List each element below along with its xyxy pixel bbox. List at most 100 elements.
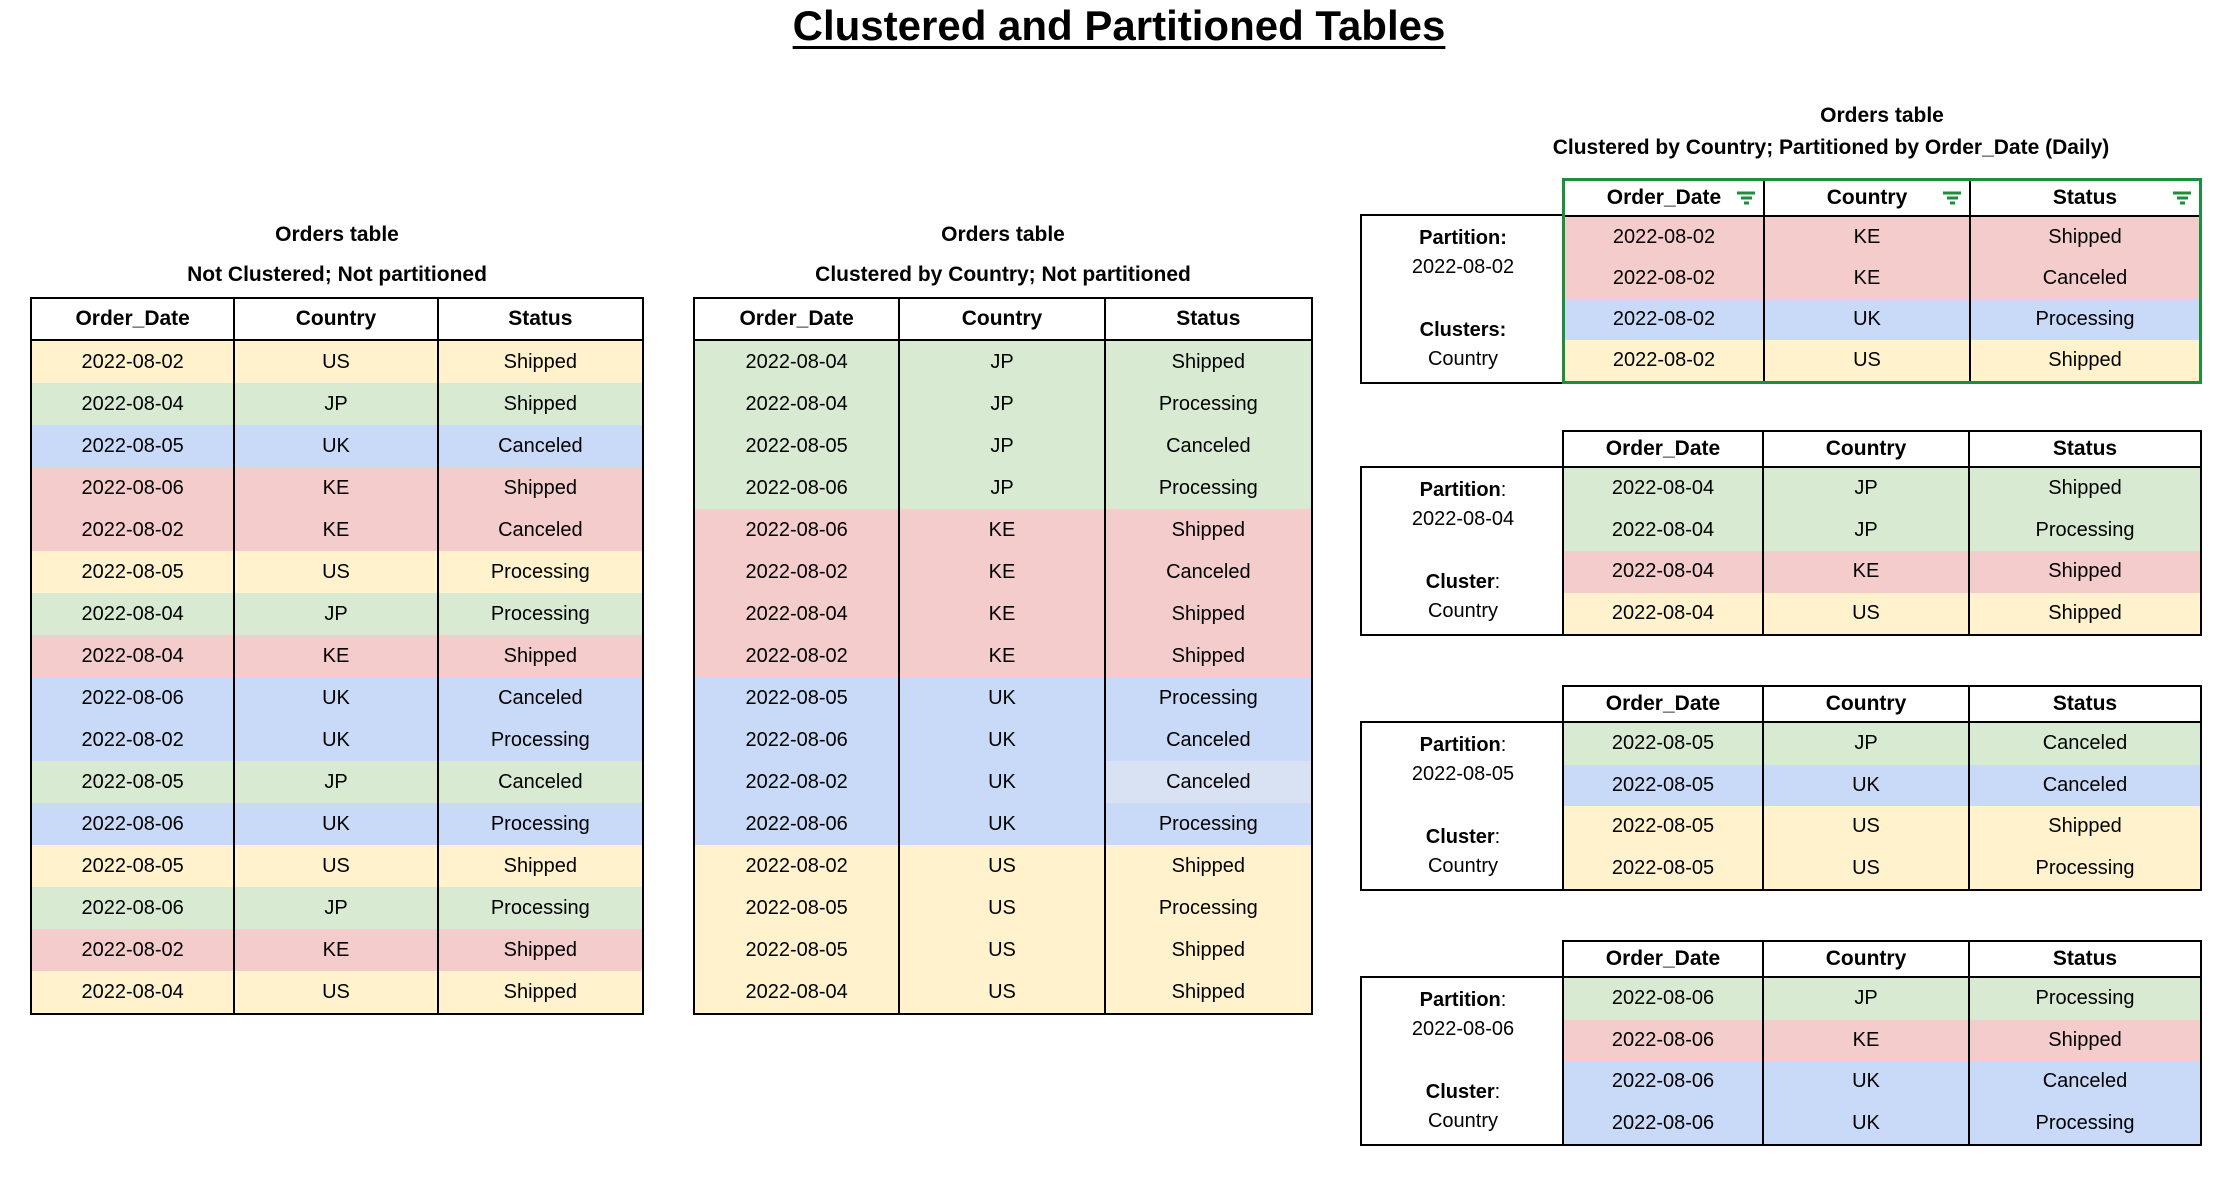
column-header-country: Country [1764, 432, 1970, 466]
table-cell: Processing [438, 803, 642, 845]
table-cell: Canceled [438, 761, 642, 803]
column-header-order-date: Order_Date [695, 299, 901, 339]
cluster-label: Clusters: [1419, 319, 1507, 341]
table-cell: Shipped [1105, 845, 1311, 887]
column-header-country: Country [1764, 687, 1970, 721]
table-cell: Shipped [1105, 971, 1311, 1013]
partition-label: Partition: [1419, 227, 1507, 249]
table-cell: Processing [1971, 299, 2199, 340]
table-cell: Shipped [438, 929, 642, 971]
table-cell: Shipped [438, 467, 642, 509]
table-cell: Processing [1970, 509, 2200, 551]
partition-label-group: Partition: 2022-08-05 [1362, 731, 1564, 789]
table-row: 2022-08-04 JP Shipped [1564, 468, 2200, 510]
table-cell: Shipped [1105, 593, 1311, 635]
table-cell: UK [1765, 299, 1971, 340]
table-cell: Processing [1970, 1102, 2200, 1144]
table-cell: 2022-08-04 [695, 341, 901, 383]
column-header-status: Status [1971, 181, 2199, 215]
table-cell: KE [900, 635, 1106, 677]
table-cell: 2022-08-02 [32, 509, 236, 551]
table-cell: US [1764, 592, 1970, 634]
table-cell: 2022-08-02 [695, 635, 901, 677]
table-cell: KE [900, 593, 1106, 635]
column-header-order-date: Order_Date [1564, 432, 1764, 466]
table-cell: JP [1764, 723, 1970, 765]
table-cell: JP [235, 593, 439, 635]
table-cell: 2022-08-04 [695, 593, 901, 635]
cluster-value: Country [1427, 348, 1499, 370]
table-cell: JP [900, 467, 1106, 509]
table-row: 2022-08-05 US Shipped [32, 845, 642, 887]
filter-icon[interactable] [1736, 191, 1756, 206]
table-cell: 2022-08-06 [32, 887, 236, 929]
table-cell: KE [235, 509, 439, 551]
table-cell: 2022-08-06 [695, 719, 901, 761]
table-cell: 2022-08-06 [32, 467, 236, 509]
table-cell: UK [1764, 764, 1970, 806]
table-row: 2022-08-06 UK Processing [695, 803, 1311, 845]
table-cell: Canceled [1971, 258, 2199, 299]
table-cell: UK [235, 425, 439, 467]
cluster-label-group: Clusters: Country [1362, 316, 1564, 374]
table-cell: Canceled [1970, 1061, 2200, 1103]
cluster-value: Country [1427, 600, 1499, 622]
table-body: 2022-08-02 KE Shipped 2022-08-02 KE Canceled 2… [1565, 217, 2199, 381]
filter-icon[interactable] [2172, 191, 2192, 206]
table-cell: UK [900, 761, 1106, 803]
table-row: 2022-08-06 UK Canceled [32, 677, 642, 719]
table-cell: Canceled [1105, 551, 1311, 593]
table-cell: 2022-08-05 [1564, 764, 1764, 806]
table-row: 2022-08-02 US Shipped [32, 341, 642, 383]
table-cell: KE [900, 551, 1106, 593]
column-header-status: Status [508, 307, 573, 330]
table-cell: Shipped [1105, 341, 1311, 383]
table-cell: Shipped [438, 845, 642, 887]
table-cell: US [900, 887, 1106, 929]
filter-icon[interactable] [1942, 191, 1962, 206]
table-cell: Shipped [438, 383, 642, 425]
table-cell: Processing [1105, 677, 1311, 719]
table-cell: Shipped [438, 341, 642, 383]
table-cell: 2022-08-06 [695, 803, 901, 845]
partition-block-2022-08-06: Partition: 2022-08-06 Cluster: Country O… [1360, 940, 2222, 1146]
table-row: 2022-08-06 KE Shipped [695, 509, 1311, 551]
table-cell: 2022-08-02 [32, 341, 236, 383]
table-row: 2022-08-02 KE Shipped [32, 929, 642, 971]
column-header-country: Country [1765, 181, 1971, 215]
column-header-status: Status [2052, 437, 2118, 460]
table-cell: 2022-08-02 [695, 761, 901, 803]
table-cell: 2022-08-06 [32, 803, 236, 845]
partition-label: Partition: [1419, 479, 1507, 501]
table-cell: US [900, 971, 1106, 1013]
partition-label-box: Partition: 2022-08-04 Cluster: Country [1360, 466, 1564, 636]
table-title: Orders table [275, 223, 399, 246]
table-cell: 2022-08-02 [1565, 340, 1765, 381]
table-row: 2022-08-06 JP Processing [32, 887, 642, 929]
table-cell: Processing [438, 719, 642, 761]
table-cell: Shipped [1970, 592, 2200, 634]
table-row: 2022-08-05 US Processing [695, 887, 1311, 929]
table-row: 2022-08-06 UK Processing [1564, 1102, 2200, 1144]
table-cell: Processing [438, 593, 642, 635]
table-cell: UK [900, 677, 1106, 719]
table-cell: JP [900, 341, 1106, 383]
table-cell: KE [235, 635, 439, 677]
table-row: 2022-08-05 JP Canceled [695, 425, 1311, 467]
table-cell: JP [235, 383, 439, 425]
header-row: Order_Date Country Status [1564, 687, 2200, 723]
column-header-order-date: Order_Date [1564, 687, 1764, 721]
table-row: 2022-08-04 JP Processing [32, 593, 642, 635]
table-cell: KE [900, 509, 1106, 551]
partition-block-2022-08-02: Partition: 2022-08-02 Clusters: Country … [1360, 178, 2222, 384]
table-cell: 2022-08-06 [1564, 978, 1764, 1020]
table-body: 2022-08-04 JP Shipped 2022-08-04 JP Processin… [1564, 468, 2200, 634]
table-cell: 2022-08-04 [1564, 509, 1764, 551]
table-cell: US [900, 929, 1106, 971]
table-cell: 2022-08-04 [695, 383, 901, 425]
table-cell: KE [235, 467, 439, 509]
table-row: 2022-08-02 KE Shipped [1565, 217, 2199, 258]
header-row: Order_Date Country Status [695, 299, 1311, 341]
table-title: Orders table [941, 223, 1065, 246]
